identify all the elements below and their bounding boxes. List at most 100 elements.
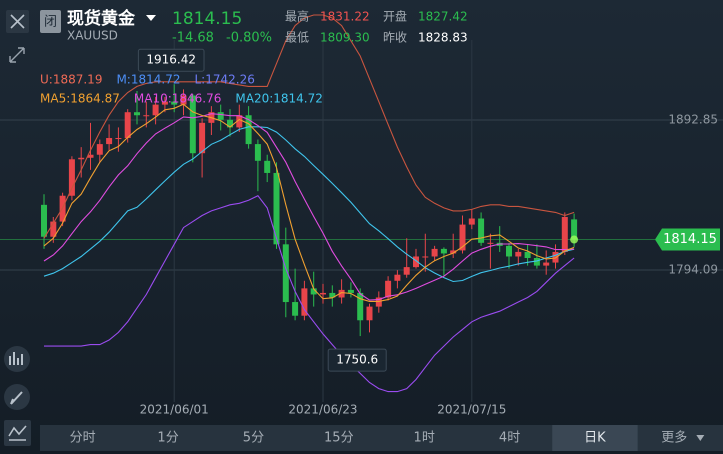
change: -14.68 (172, 31, 214, 46)
instrument-name[interactable]: 现货黄金 (67, 8, 136, 29)
x-tick-label: 2021/07/15 (437, 403, 506, 417)
toolbar-item[interactable]: 更多 (661, 430, 687, 446)
candle-body (468, 218, 475, 225)
candle-body (515, 251, 522, 257)
candle-body (440, 248, 447, 254)
toolbar-item[interactable]: 15分 (324, 431, 354, 446)
candle-body (552, 251, 559, 263)
candle-body (41, 204, 47, 237)
candle-body (450, 250, 457, 254)
dropdown-arrow[interactable] (146, 15, 156, 21)
toolbar-item[interactable]: 1时 (414, 431, 435, 446)
candle-body (533, 258, 540, 266)
toolbar: 分时 1分 5分 15分 1时 4时 日K 更多 (40, 425, 723, 451)
last-price-label: 1814.15 (663, 232, 717, 247)
candle-body (422, 256, 429, 258)
candle-body (189, 95, 196, 154)
price: 1814.15 (172, 9, 242, 29)
market-icon (40, 10, 61, 33)
symbol: XAUUSD (67, 29, 118, 43)
candle-body (329, 292, 336, 298)
candle-body (561, 216, 568, 252)
candle-body (357, 292, 364, 321)
candle-body (134, 112, 140, 116)
indicator-icon (9, 352, 23, 365)
extreme-box (137, 48, 205, 72)
draw-icon (10, 391, 23, 405)
extreme-annotation: 1750.6 (327, 348, 387, 372)
candle-body (245, 115, 252, 145)
indicator-line (43, 126, 575, 283)
candle-body (320, 292, 326, 295)
candle-body (124, 112, 131, 139)
candle-body (78, 157, 85, 160)
side-tools (4, 346, 31, 446)
indicator-line (43, 103, 575, 302)
market-icon-text: 闭 (44, 15, 57, 30)
candle-body (301, 288, 308, 316)
candle-body (524, 251, 531, 259)
candle-body (264, 160, 271, 173)
candle-body (403, 267, 410, 275)
candle-body (68, 159, 75, 196)
toolbar-item[interactable]: 5分 (243, 431, 264, 446)
legend-entry: L:1742.26 (194, 73, 254, 87)
candle-body (171, 101, 178, 105)
candle-body (394, 274, 401, 281)
stat-label: 昨收 (383, 31, 407, 45)
header: 闭 现货黄金 XAUUSD 1814.15 -14.68 -0.80% 最高 18… (6, 8, 468, 63)
candle-body (543, 262, 550, 266)
last-price-dot (570, 235, 579, 244)
candle-body (273, 172, 280, 245)
legend-entry: MA20:1814.72 (235, 92, 323, 106)
candle-body (87, 154, 94, 158)
extreme-label: 1750.6 (336, 353, 378, 367)
candle-body (571, 219, 578, 240)
toolbar-item[interactable]: 日K (584, 431, 606, 446)
candle-body (254, 144, 261, 161)
stat-label: 最低 (285, 31, 309, 45)
legend-entry: MA5:1864.87 (40, 92, 120, 106)
candle-body (96, 144, 103, 155)
candle-body (227, 119, 233, 128)
toolbar-selected (552, 425, 638, 451)
candle-body (106, 138, 113, 145)
candle-body (143, 115, 150, 117)
chart-type-icon (8, 425, 27, 441)
stat-value: 1809.30 (320, 31, 370, 45)
candle-body (413, 256, 419, 268)
candle-body (375, 297, 382, 307)
legend-entry: M:1814.72 (116, 73, 180, 87)
toolbar-item[interactable]: 分时 (70, 431, 96, 446)
candle-body (459, 224, 466, 251)
y-tick-label: 1794.09 (668, 263, 718, 277)
candle-body (217, 112, 224, 120)
expand-icon[interactable] (9, 47, 25, 63)
extreme-box (327, 348, 387, 372)
close-icon (10, 14, 25, 29)
change-pct: -0.80% (226, 31, 272, 46)
candle-body (478, 218, 485, 243)
toolbar-item[interactable]: 1分 (157, 431, 178, 446)
candle-body (366, 306, 373, 321)
candle-body (487, 242, 494, 244)
candle-body (236, 115, 243, 128)
candle-body (506, 245, 512, 257)
toolbar-item[interactable]: 4时 (499, 431, 520, 446)
candle-body (338, 289, 345, 298)
stat-value: 1828.83 (418, 31, 468, 45)
toolbar-more-arrow (696, 435, 705, 441)
candle-body (115, 138, 122, 140)
candle-body (310, 288, 317, 295)
candle-body (347, 289, 354, 293)
stat-value: 1831.22 (320, 10, 370, 24)
candle-body (292, 302, 299, 316)
extreme-annotation: 1916.42 (137, 48, 205, 72)
indicator-line (43, 113, 575, 301)
candle-body (161, 101, 168, 105)
last-price-tag-bg (655, 228, 720, 251)
plot-area: 1794.09 1892.85 2021/06/01 2021/06/23 2021/0… (0, 14, 723, 417)
